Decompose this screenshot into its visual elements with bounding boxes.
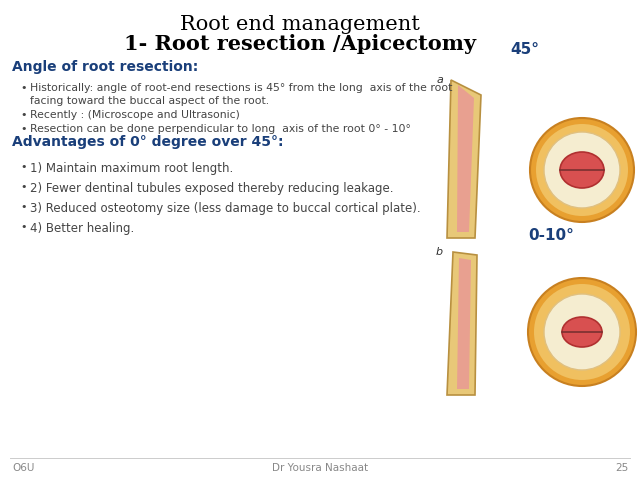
Circle shape	[536, 124, 628, 216]
Circle shape	[534, 284, 630, 380]
Text: 1) Maintain maximum root length.: 1) Maintain maximum root length.	[30, 162, 233, 175]
Circle shape	[530, 118, 634, 222]
Polygon shape	[447, 252, 477, 395]
Polygon shape	[457, 85, 474, 232]
Text: 25: 25	[615, 463, 628, 473]
Text: Advantages of 0° degree over 45°:: Advantages of 0° degree over 45°:	[12, 135, 284, 149]
Text: Dr Yousra Nashaat: Dr Yousra Nashaat	[272, 463, 368, 473]
Text: Angle of root resection:: Angle of root resection:	[12, 60, 198, 74]
Text: Root end management: Root end management	[180, 15, 420, 35]
Text: b: b	[436, 247, 443, 257]
Text: 4) Better healing.: 4) Better healing.	[30, 222, 134, 235]
Ellipse shape	[560, 152, 604, 188]
Text: O6U: O6U	[12, 463, 35, 473]
Text: Recently : (Microscope and Ultrasonic): Recently : (Microscope and Ultrasonic)	[30, 110, 240, 120]
Text: 45°: 45°	[510, 43, 539, 58]
Circle shape	[544, 294, 620, 370]
Polygon shape	[457, 258, 471, 389]
Text: •: •	[20, 182, 26, 192]
Text: a: a	[436, 75, 443, 85]
Circle shape	[528, 278, 636, 386]
Polygon shape	[447, 80, 481, 238]
Circle shape	[544, 132, 620, 208]
Text: 3) Reduced osteotomy size (less damage to buccal cortical plate).: 3) Reduced osteotomy size (less damage t…	[30, 202, 420, 215]
Text: Historically: angle of root-end resections is 45° from the long  axis of the roo: Historically: angle of root-end resectio…	[30, 83, 452, 93]
Text: 0-10°: 0-10°	[528, 228, 574, 242]
Text: •: •	[20, 83, 26, 93]
Text: facing toward the buccal aspect of the root.: facing toward the buccal aspect of the r…	[30, 96, 269, 106]
Text: •: •	[20, 222, 26, 232]
Text: Resection can be done perpendicular to long  axis of the root 0° - 10°: Resection can be done perpendicular to l…	[30, 124, 411, 134]
Text: •: •	[20, 110, 26, 120]
Text: •: •	[20, 162, 26, 172]
Text: 2) Fewer dentinal tubules exposed thereby reducing leakage.: 2) Fewer dentinal tubules exposed thereb…	[30, 182, 394, 195]
Text: 1- Root resection /Apicectomy: 1- Root resection /Apicectomy	[124, 34, 476, 54]
Text: •: •	[20, 124, 26, 134]
Ellipse shape	[562, 317, 602, 347]
Text: •: •	[20, 202, 26, 212]
